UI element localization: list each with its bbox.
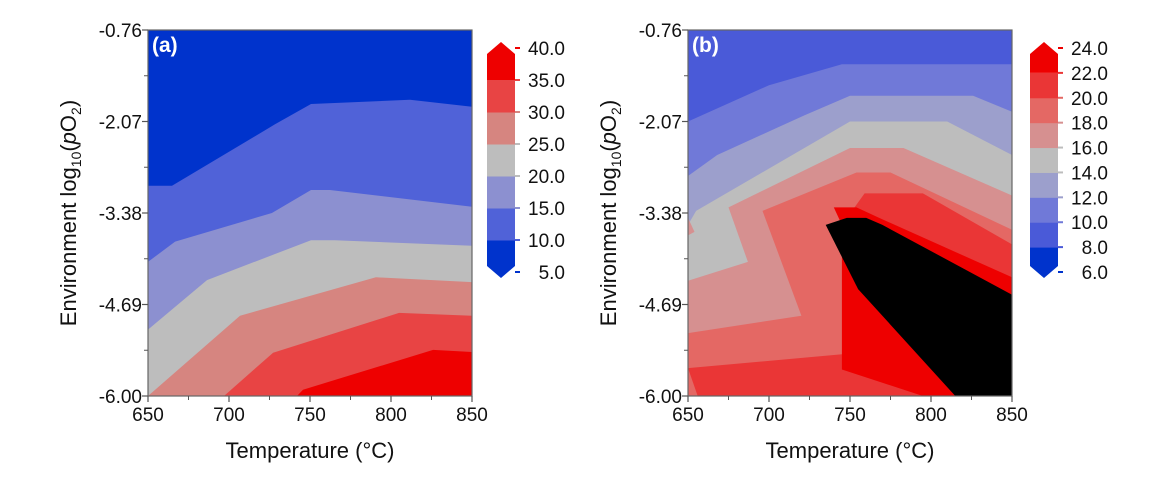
x-tick-label: 800 (915, 405, 947, 426)
y-tick-label: -4.69 (99, 296, 142, 317)
colorbar-label: 6.0 (1082, 263, 1108, 284)
colorbar-label: 5.0 (539, 263, 565, 284)
y-tick-label: -6.00 (99, 387, 142, 408)
colorbar-band (487, 176, 515, 209)
colorbar-label: 15.0 (528, 199, 565, 220)
y-tick-label: -0.76 (639, 21, 682, 42)
y-tick-label: -0.76 (99, 21, 142, 42)
y-title-text: Environment log (56, 167, 81, 326)
colorbar-band (1030, 147, 1058, 173)
y-tick-label: -3.38 (639, 204, 682, 225)
y-tick-label: -3.38 (99, 204, 142, 225)
y-title-paren: ( (56, 144, 81, 152)
panel-label: (a) (152, 34, 178, 57)
colorbar: 6.0 8.0 10.0 12.0 14.0 16.0 18.0 20.0 22.0 24.0 (1030, 39, 1108, 284)
y-title-paren-close: ) (56, 100, 81, 107)
colorbar-label: 10.0 (1071, 213, 1108, 234)
y-title-text: Environment log (596, 167, 621, 326)
y-tick-label: -2.07 (99, 113, 142, 134)
y-title-paren: ( (596, 144, 621, 152)
colorbar-label: 22.0 (1071, 64, 1108, 85)
colorbar-label: 14.0 (1071, 163, 1108, 184)
x-tick-label: 650 (132, 405, 164, 426)
x-tick-label: 700 (213, 405, 245, 426)
x-tick-label: 750 (834, 405, 866, 426)
colorbar-band (1030, 72, 1058, 99)
x-tick-label: 850 (996, 405, 1028, 426)
contour-panel-a: 650 700 750 800 850 -6.00 -4.69 -3.38 -2.07 -0.76… (56, 21, 565, 463)
colorbar-band (1030, 122, 1058, 149)
colorbar-label: 25.0 (528, 135, 565, 156)
y-title-o: O (596, 115, 621, 132)
y-tick-label: -4.69 (639, 296, 682, 317)
contour-panel-b: 650 700 750 800 850 -6.00 -4.69 -3.38 -2.07 -0.76… (596, 21, 1108, 463)
colorbar-band (487, 240, 515, 278)
y-axis-title: Environment log10(pO2) (56, 100, 84, 326)
x-tick-label: 800 (375, 405, 407, 426)
colorbar-label: 35.0 (528, 71, 565, 92)
y-title-sub: 10 (608, 151, 624, 167)
colorbar-band (487, 208, 515, 241)
panel-label: (b) (692, 34, 719, 57)
y-title-o: O (56, 115, 81, 132)
plot-area (688, 30, 1012, 396)
colorbar-label: 12.0 (1071, 188, 1108, 209)
colorbar-label: 40.0 (528, 39, 565, 60)
colorbar-band (1030, 172, 1058, 198)
y-tick-label: -6.00 (639, 387, 682, 408)
x-axis-title: Temperature (°C) (226, 438, 395, 463)
colorbar-band (487, 144, 515, 177)
x-tick-label: 650 (672, 405, 704, 426)
y-axis-title: Environment log10(pO2) (596, 100, 624, 326)
colorbar-band (1030, 247, 1058, 278)
colorbar-band (487, 42, 515, 80)
contour-band (297, 349, 472, 396)
y-tick-label: -2.07 (639, 113, 682, 134)
colorbar-label: 20.0 (528, 167, 565, 188)
colorbar-band (1030, 197, 1058, 223)
y-title-sub: 10 (68, 151, 84, 167)
y-title-italic: p (596, 132, 621, 145)
x-tick-label: 700 (753, 405, 785, 426)
colorbar-label: 10.0 (528, 231, 565, 252)
colorbar-label: 8.0 (1082, 238, 1108, 259)
y-title-sub2: 2 (68, 107, 84, 115)
colorbar-label: 30.0 (528, 103, 565, 124)
colorbar-label: 16.0 (1071, 139, 1108, 160)
colorbar-label: 24.0 (1071, 39, 1108, 60)
colorbar-band (1030, 97, 1058, 124)
colorbar-band (1030, 42, 1058, 73)
colorbar-band (487, 80, 515, 113)
colorbar-band (1030, 222, 1058, 248)
y-title-paren-close: ) (596, 100, 621, 107)
plot-area (148, 30, 472, 396)
y-title-italic: p (56, 132, 81, 145)
colorbar-label: 18.0 (1071, 114, 1108, 135)
colorbar-band (487, 112, 515, 145)
y-title-sub2: 2 (608, 107, 624, 115)
x-tick-label: 850 (456, 405, 488, 426)
x-axis-title: Temperature (°C) (766, 438, 935, 463)
colorbar: 5.0 10.0 15.0 20.0 25.0 30.0 35.0 40.0 (487, 39, 565, 284)
x-tick-label: 750 (294, 405, 326, 426)
colorbar-label: 20.0 (1071, 89, 1108, 110)
contour-band (825, 217, 1012, 396)
